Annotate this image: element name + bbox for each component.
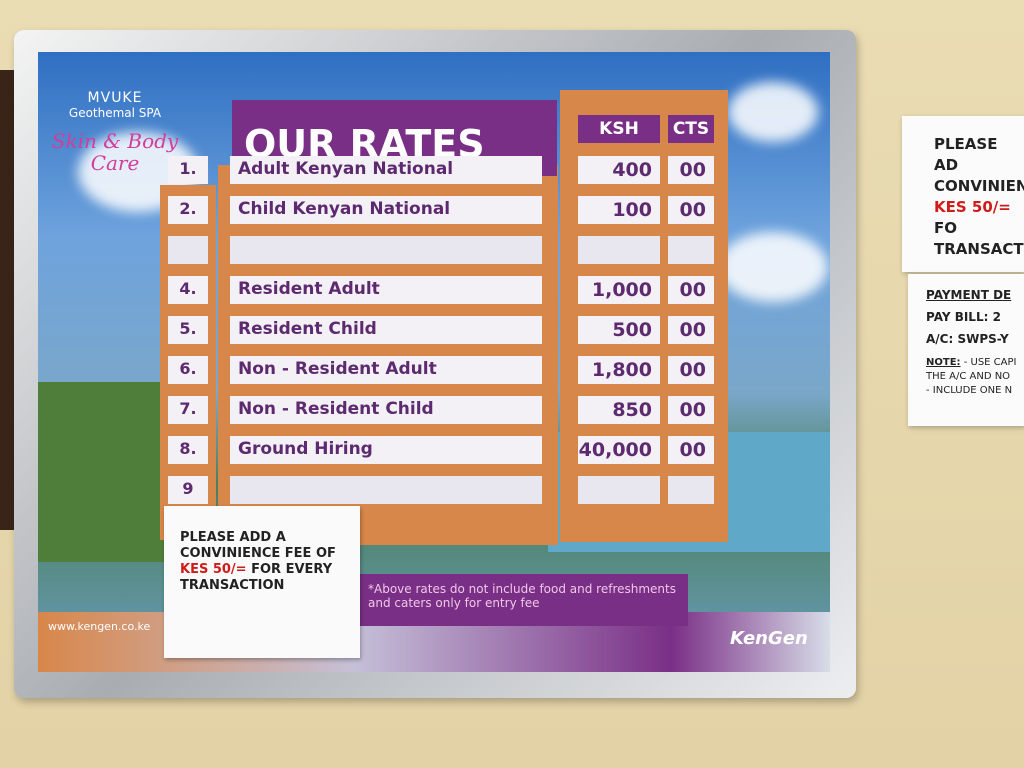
notice-text: FOR EVERY	[251, 562, 333, 577]
rate-label: Ground Hiring	[230, 436, 542, 464]
notice-line: KES 50/= FO	[934, 197, 1024, 239]
cts-amount: 00	[668, 396, 714, 424]
cts-amount: 00	[668, 196, 714, 224]
fee-notice: PLEASE ADD A CONVINIENCE FEE OF KES 50/=…	[164, 506, 360, 658]
notice-line: KES 50/= FOR EVERY	[180, 562, 344, 578]
grass	[38, 382, 178, 562]
notice-line: CONVINIENCE FEE OF	[180, 546, 336, 561]
note-line: THE A/C AND NO	[926, 371, 1011, 382]
notice-line: PLEASE AD	[934, 135, 998, 174]
notice-line: CONVINIEN	[934, 177, 1024, 195]
notice-line: PLEASE ADD A	[180, 530, 286, 545]
account: A/C: SWPS-Y	[926, 332, 1009, 346]
ksh-amount: 100	[578, 196, 660, 224]
cloud	[728, 82, 818, 142]
ksh-amount: 1,800	[578, 356, 660, 384]
paybill: PAY BILL: 2	[926, 310, 1001, 324]
row-number: 4.	[168, 276, 208, 304]
ksh-amount: 1,000	[578, 276, 660, 304]
note-line: - USE CAPI	[963, 357, 1017, 368]
cts-amount: 00	[668, 276, 714, 304]
rate-label: Non - Resident Child	[230, 396, 542, 424]
rate-label: Resident Adult	[230, 276, 542, 304]
cloud	[718, 232, 828, 302]
note: NOTE: - USE CAPI THE A/C AND NO - INCLUD…	[926, 356, 1024, 398]
row-number: 7.	[168, 396, 208, 424]
fee: KES 50/=	[934, 198, 1011, 216]
website: www.kengen.co.ke	[48, 620, 151, 633]
logo: MVUKE Geothemal SPA Skin & Body Care	[50, 90, 180, 174]
note-line: - INCLUDE ONE N	[926, 385, 1013, 396]
ksh-amount: 400	[578, 156, 660, 184]
ksh-amount: 850	[578, 396, 660, 424]
rate-label	[230, 236, 542, 264]
payment-title: PAYMENT DE	[926, 288, 1012, 302]
notice-line: TRANSACT	[934, 240, 1024, 258]
rate-label: Resident Child	[230, 316, 542, 344]
row-number: 5.	[168, 316, 208, 344]
row-number	[168, 236, 208, 264]
cts-amount	[668, 476, 714, 504]
footnote: *Above rates do not include food and ref…	[356, 574, 688, 626]
ksh-header: KSH	[578, 115, 660, 143]
cts-amount: 00	[668, 316, 714, 344]
ksh-amount: 40,000	[578, 436, 660, 464]
brand: MVUKE	[87, 90, 143, 106]
rate-label	[230, 476, 542, 504]
payment-notice: PAYMENT DE PAY BILL: 2 A/C: SWPS-Y NOTE:…	[908, 274, 1024, 426]
rate-label: Adult Kenyan National	[230, 156, 542, 184]
wall-notice: PLEASE AD CONVINIEN KES 50/= FO TRANSACT	[902, 116, 1024, 272]
row-number: 1.	[168, 156, 208, 184]
row-number: 8.	[168, 436, 208, 464]
notice-text: FO	[934, 219, 957, 237]
row-number: 9	[168, 476, 208, 504]
brand-subtitle: Geothemal SPA	[68, 106, 162, 120]
notice-line: TRANSACTION	[180, 578, 285, 593]
company: KenGen	[730, 628, 808, 649]
ksh-amount	[578, 476, 660, 504]
rate-label: Non - Resident Adult	[230, 356, 542, 384]
cts-amount: 00	[668, 436, 714, 464]
tagline: Skin & Body Care	[51, 129, 179, 175]
rate-label: Child Kenyan National	[230, 196, 542, 224]
cts-amount: 00	[668, 156, 714, 184]
cts-amount: 00	[668, 356, 714, 384]
cts-amount	[668, 236, 714, 264]
ksh-amount: 500	[578, 316, 660, 344]
fee: KES 50/=	[180, 562, 247, 577]
cts-header: CTS	[668, 115, 714, 143]
note-label: NOTE:	[926, 357, 961, 368]
row-number: 6.	[168, 356, 208, 384]
row-number: 2.	[168, 196, 208, 224]
ksh-amount	[578, 236, 660, 264]
